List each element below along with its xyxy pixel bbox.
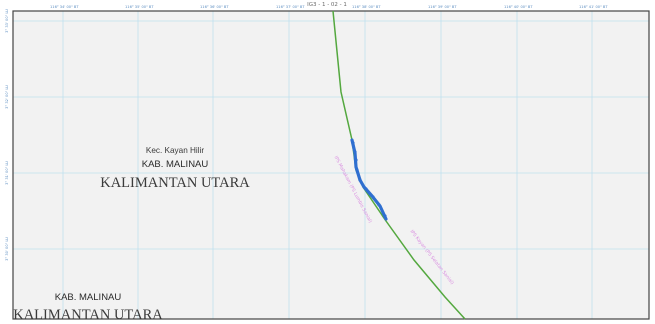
regency-label-malinau-1: KAB. MALINAU xyxy=(142,159,209,170)
district-label-kayan-hilir: Kec. Kayan Hilir xyxy=(146,146,205,155)
top-tick-2: 116° 35' 00" BT xyxy=(125,5,154,9)
route-vertex xyxy=(364,187,368,191)
left-tick-4: 3° 30' 00" LU xyxy=(5,237,9,261)
top-tick-4: 116° 37' 00" BT xyxy=(276,5,305,9)
route-vertex xyxy=(371,195,375,199)
regency-label-malinau-2: KAB. MALINAU xyxy=(55,292,122,303)
top-tick-8: 116° 41' 00" BT xyxy=(579,5,608,9)
route-vertex xyxy=(353,150,357,154)
route-vertex xyxy=(355,168,359,172)
left-tick-1: 3° 33' 00" LU xyxy=(5,9,9,33)
province-label-kalimantan-utara-1: KALIMANTAN UTARA xyxy=(100,175,250,191)
top-tick-7: 116° 40' 00" BT xyxy=(504,5,533,9)
top-tick-3: 116° 36' 00" BT xyxy=(200,5,229,9)
province-label-kalimantan-utara-2: KALIMANTAN UTARA xyxy=(13,307,163,323)
left-tick-3: 3° 31' 00" LU xyxy=(5,161,9,185)
sheet-code: IG3 - 1 - 02 - 1 xyxy=(307,2,347,8)
route-vertex xyxy=(354,158,358,162)
top-tick-1: 116° 34' 00" BT xyxy=(50,5,79,9)
map-frame xyxy=(12,10,650,320)
route-vertex xyxy=(351,141,355,145)
route-vertex xyxy=(383,214,387,218)
top-tick-5: 116° 38' 00" BT xyxy=(352,5,381,9)
route-vertex xyxy=(377,203,381,207)
map-background xyxy=(13,11,649,319)
top-tick-6: 116° 39' 00" BT xyxy=(428,5,457,9)
top-coordinate-ticks: 116° 34' 00" BT 116° 35' 00" BT 116° 36'… xyxy=(50,5,608,9)
coordinate-grid xyxy=(13,11,649,319)
left-tick-2: 3° 32' 00" LU xyxy=(5,85,9,109)
route-vertex xyxy=(358,178,362,182)
route-vertex-markers xyxy=(351,141,387,218)
left-coordinate-ticks: 3° 33' 00" LU 3° 32' 00" LU 3° 31' 00" L… xyxy=(5,9,9,261)
